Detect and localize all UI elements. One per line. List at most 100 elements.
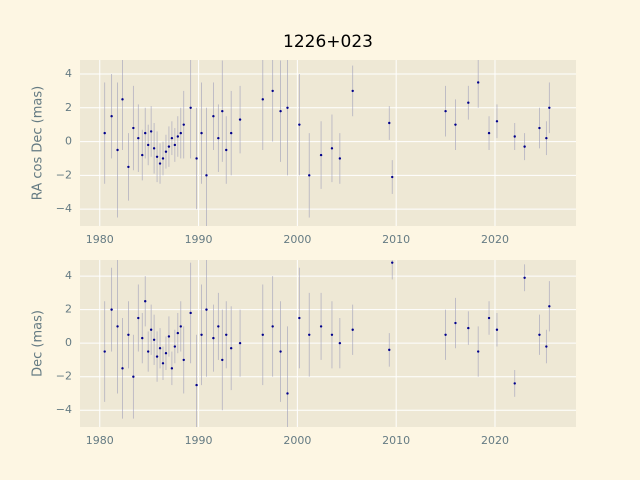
y-tick-label: 0	[65, 336, 72, 349]
data-point	[137, 316, 140, 320]
data-point	[225, 333, 228, 336]
data-point	[176, 135, 180, 138]
data-point	[279, 109, 282, 113]
data-point	[189, 106, 192, 109]
data-point	[173, 143, 177, 147]
data-point	[229, 346, 233, 350]
data-point	[212, 336, 215, 340]
data-point	[271, 89, 274, 93]
plot-area	[103, 60, 551, 226]
data-point	[167, 335, 171, 338]
x-tick-label: 2010	[382, 233, 410, 246]
data-point	[116, 148, 119, 152]
x-tick-label: 2000	[283, 233, 311, 246]
data-point	[158, 162, 162, 165]
data-point	[495, 328, 499, 331]
data-point	[170, 367, 174, 370]
data-point	[158, 346, 162, 350]
data-point	[110, 115, 113, 118]
data-point	[476, 81, 480, 84]
data-point	[144, 300, 147, 303]
y-tick-label: 2	[65, 303, 72, 316]
data-point	[545, 136, 548, 140]
data-point	[388, 348, 391, 352]
data-point	[205, 174, 208, 177]
data-point	[261, 98, 264, 101]
data-point	[121, 367, 124, 370]
y-axis-label: RA cos Dec (mas)	[31, 86, 46, 200]
x-tick-label: 1980	[86, 434, 114, 447]
data-point	[195, 383, 198, 387]
data-point	[454, 321, 457, 325]
data-point	[132, 126, 135, 130]
data-point	[144, 131, 147, 135]
x-tick-label: 2000	[283, 434, 311, 447]
data-point	[212, 115, 215, 118]
data-point	[298, 316, 301, 320]
y-axis-label: Dec (mas)	[31, 310, 46, 377]
data-point	[121, 98, 124, 101]
data-point	[279, 350, 282, 353]
data-point	[161, 362, 165, 365]
data-point	[146, 143, 150, 147]
data-point	[319, 325, 323, 328]
data-point	[229, 131, 233, 135]
data-point	[538, 333, 541, 336]
data-point	[391, 175, 394, 179]
data-point	[189, 311, 192, 315]
data-point	[298, 123, 301, 126]
y-tick-label: −4	[56, 403, 72, 416]
data-point	[308, 174, 311, 177]
chart-title: 1226+023	[283, 32, 373, 52]
data-point	[137, 136, 140, 140]
data-point	[110, 308, 113, 311]
data-point	[467, 101, 470, 104]
data-point	[319, 153, 323, 157]
data-point	[176, 331, 180, 335]
data-point	[271, 325, 274, 328]
data-point	[538, 126, 541, 130]
data-point	[548, 305, 551, 308]
data-point	[330, 333, 334, 336]
data-point	[238, 341, 242, 345]
data-point	[167, 145, 171, 148]
data-point	[179, 131, 182, 135]
data-point	[548, 106, 551, 109]
y-tick-label: 4	[65, 269, 72, 282]
y-tick-label: −2	[56, 168, 72, 181]
data-point	[141, 153, 144, 157]
data-point	[286, 106, 289, 109]
data-point	[476, 350, 480, 353]
data-point	[286, 392, 289, 395]
data-point	[330, 147, 334, 150]
data-point	[338, 157, 342, 160]
data-point	[487, 131, 491, 135]
data-point	[444, 109, 447, 113]
data-point	[170, 136, 174, 140]
data-point	[238, 118, 242, 121]
data-point	[338, 341, 342, 345]
data-point	[161, 157, 165, 160]
x-tick-label: 2020	[481, 233, 509, 246]
data-point	[164, 150, 168, 153]
data-point	[200, 333, 203, 336]
x-tick-label: 1990	[185, 233, 213, 246]
data-point	[164, 352, 168, 355]
data-point	[351, 328, 354, 331]
y-tick-label: 2	[65, 101, 72, 114]
data-point	[308, 333, 311, 336]
data-point	[149, 130, 153, 133]
data-point	[523, 145, 526, 148]
data-point	[523, 276, 526, 279]
y-tick-label: 0	[65, 135, 72, 148]
data-point	[351, 89, 354, 93]
data-point	[173, 345, 177, 348]
data-point	[444, 333, 447, 336]
data-point	[205, 308, 208, 311]
data-point	[454, 123, 457, 126]
data-point	[200, 131, 203, 135]
data-point	[545, 345, 548, 348]
data-point	[513, 135, 516, 138]
data-point	[127, 165, 130, 169]
